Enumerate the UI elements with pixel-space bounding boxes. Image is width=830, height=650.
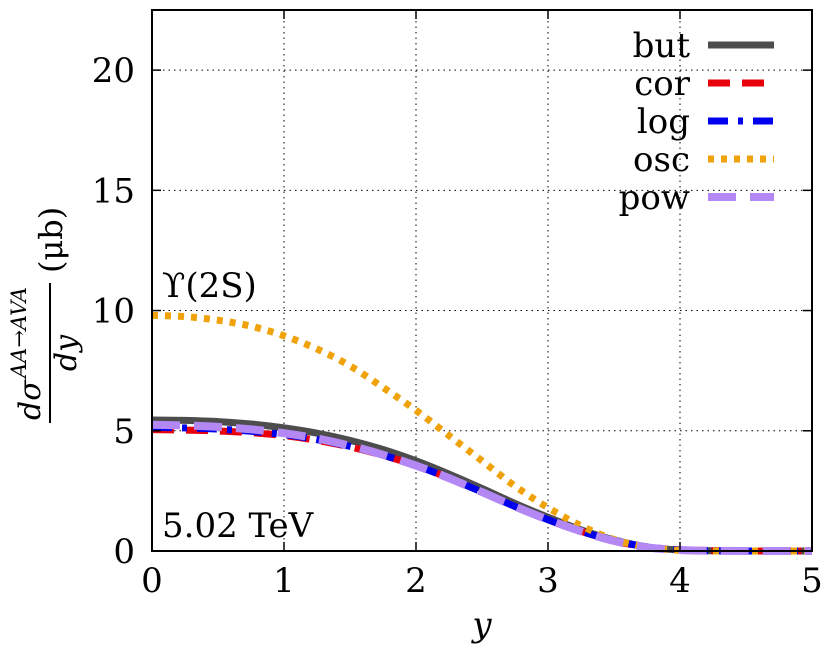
y-axis-label-unit: (μb) xyxy=(32,207,70,273)
x-tick-label: 4 xyxy=(669,561,691,601)
annotation-energy: 5.02 TeV xyxy=(162,506,315,546)
legend-label-cor: cor xyxy=(634,64,691,104)
legend-label-log: log xyxy=(637,102,690,142)
legend-label-but: but xyxy=(633,26,691,66)
y-tick-label: 0 xyxy=(113,532,135,572)
x-tick-label: 2 xyxy=(405,561,427,601)
y-tick-label: 10 xyxy=(92,292,135,332)
y-tick-label: 15 xyxy=(92,171,135,211)
y-axis-label-denominator: dy xyxy=(49,334,84,371)
ticks xyxy=(151,10,813,552)
plot-frame xyxy=(151,9,813,552)
legend-label-pow: pow xyxy=(619,178,690,218)
y-tick-label: 5 xyxy=(113,412,135,452)
x-tick-label: 5 xyxy=(801,561,823,601)
x-tick-label: 3 xyxy=(537,561,559,601)
x-tick-label: 1 xyxy=(273,561,295,601)
y-tick-label: 20 xyxy=(92,51,135,91)
tick-labels: 0 1 2 3 4 5 0 5 10 15 20 xyxy=(92,51,823,601)
grid xyxy=(152,10,812,551)
y-axis-label-numerator: dσ xyxy=(13,379,48,420)
legend-label-osc: osc xyxy=(633,140,690,180)
annotation-state: ϒ(2S) xyxy=(162,266,257,306)
x-tick-label: 0 xyxy=(141,561,163,601)
y-axis-label: dσ AA→AVA dy (μb) xyxy=(7,207,84,423)
y-axis-label-superscript: AA→AVA xyxy=(7,287,31,380)
x-axis-label: y xyxy=(470,605,492,645)
